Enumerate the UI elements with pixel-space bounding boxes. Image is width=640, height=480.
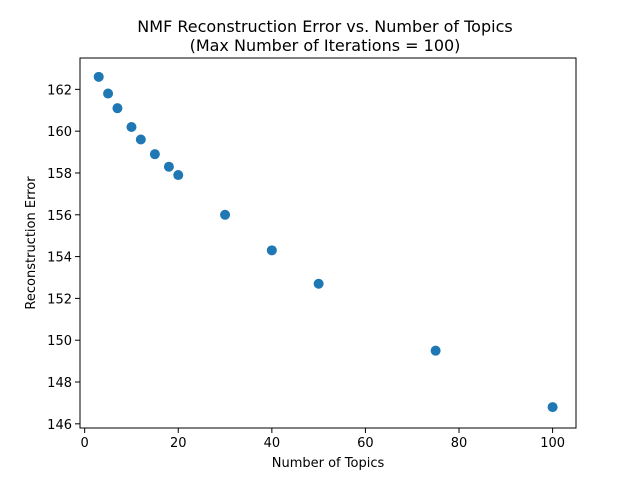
y-tick-label: 152	[47, 292, 72, 307]
y-tick-label: 148	[47, 376, 72, 391]
data-points	[93, 71, 558, 413]
x-tick-label: 40	[264, 436, 281, 451]
chart-subtitle: (Max Number of Iterations = 100)	[190, 36, 461, 55]
data-point	[112, 103, 123, 114]
x-tick-label: 20	[170, 436, 187, 451]
data-point	[93, 71, 104, 82]
data-point	[547, 402, 558, 413]
y-tick-label: 162	[47, 83, 72, 98]
data-point	[163, 161, 174, 172]
y-tick-label: 150	[47, 334, 72, 349]
plot-frame	[79, 57, 577, 429]
y-axis-label: Reconstruction Error	[24, 176, 39, 310]
y-tick-label: 158	[47, 167, 72, 182]
y-tick-label: 156	[47, 209, 72, 224]
data-point	[173, 170, 184, 181]
data-point	[430, 345, 441, 356]
data-point	[103, 88, 114, 99]
data-point	[313, 278, 324, 289]
x-tick-label: 80	[451, 436, 468, 451]
x-tick-label: 100	[540, 436, 565, 451]
axis-ticks: 0 20 40 60 80 100 146 148 150 152 154 156 158 160 162	[47, 83, 565, 451]
data-point	[220, 209, 231, 220]
y-tick-label: 154	[47, 251, 72, 266]
x-tick-label: 0	[81, 436, 89, 451]
data-point	[126, 121, 137, 132]
x-tick-label: 60	[357, 436, 374, 451]
x-axis-label: Number of Topics	[272, 456, 385, 471]
chart-title: NMF Reconstruction Error vs. Number of T…	[137, 17, 512, 36]
y-tick-label: 160	[47, 125, 72, 140]
data-point	[149, 149, 160, 160]
data-point	[266, 245, 277, 256]
y-tick-label: 146	[47, 418, 72, 433]
data-point	[135, 134, 146, 145]
